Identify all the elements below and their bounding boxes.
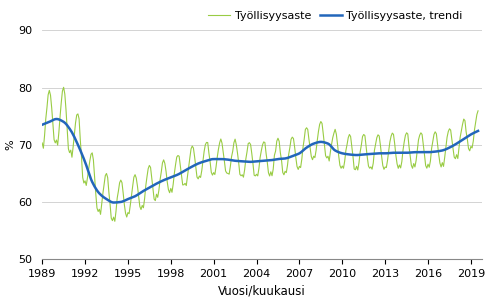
Työllisyysaste, trendi bbox=[54, 117, 60, 121]
Työllisyysaste, trendi bbox=[252, 160, 258, 163]
Y-axis label: %: % bbox=[5, 139, 16, 150]
X-axis label: Vuosi/kuukausi: Vuosi/kuukausi bbox=[218, 285, 306, 298]
Työllisyysaste bbox=[61, 85, 66, 89]
Työllisyysaste bbox=[112, 219, 118, 223]
Työllisyysaste bbox=[62, 92, 68, 96]
Työllisyysaste bbox=[464, 137, 470, 141]
Työllisyysaste, trendi bbox=[62, 121, 68, 125]
Työllisyysaste bbox=[339, 164, 345, 168]
Työllisyysaste bbox=[252, 174, 258, 178]
Line: Työllisyysaste: Työllisyysaste bbox=[42, 87, 478, 221]
Työllisyysaste bbox=[54, 138, 60, 142]
Työllisyysaste, trendi bbox=[39, 123, 45, 127]
Työllisyysaste bbox=[39, 141, 45, 145]
Legend: Työllisyysaste, Työllisyysaste, trendi: Työllisyysaste, Työllisyysaste, trendi bbox=[203, 6, 467, 25]
Työllisyysaste, trendi bbox=[55, 117, 61, 121]
Line: Työllisyysaste, trendi: Työllisyysaste, trendi bbox=[42, 119, 478, 202]
Työllisyysaste bbox=[366, 164, 371, 168]
Työllisyysaste, trendi bbox=[464, 135, 470, 138]
Työllisyysaste bbox=[475, 109, 481, 113]
Työllisyysaste, trendi bbox=[339, 152, 345, 155]
Työllisyysaste, trendi bbox=[366, 152, 371, 156]
Työllisyysaste, trendi bbox=[111, 201, 117, 204]
Työllisyysaste, trendi bbox=[475, 129, 481, 133]
